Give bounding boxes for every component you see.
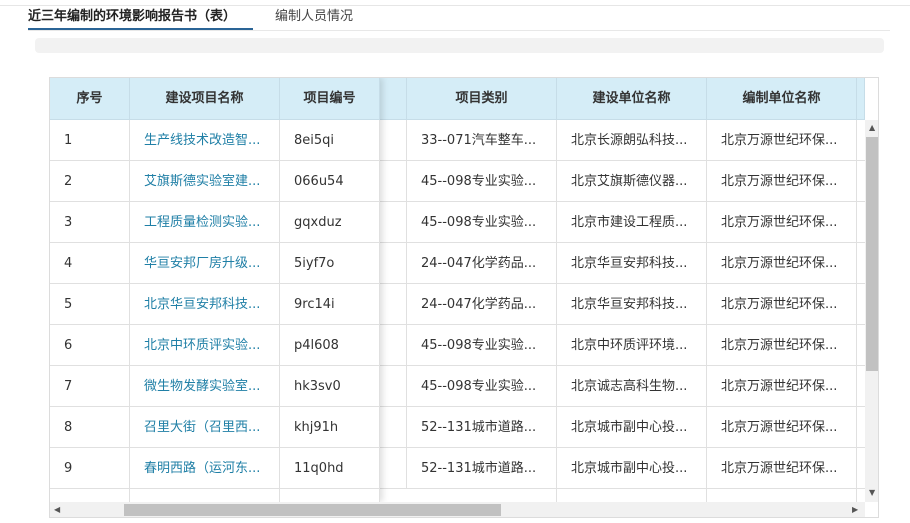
blank-cell (380, 366, 407, 407)
project-name-link[interactable]: 北京华亘安邦科技... (130, 284, 280, 325)
project-name-link[interactable]: 艾旗斯德实验室建... (130, 161, 280, 202)
cell-project-category: 52--131城市道路... (407, 407, 557, 448)
vertical-scrollbar[interactable]: ▲ ▼ (865, 120, 878, 502)
cell-compiler-name: 北京万源世纪环保... (707, 161, 857, 202)
project-name-link[interactable]: 工程质量检测实验... (130, 202, 280, 243)
column-header-project-name[interactable]: 建设项目名称 (130, 78, 280, 120)
column-header-project-code[interactable]: 项目编号 (280, 78, 380, 120)
header-cell-blank (380, 78, 407, 120)
cell-project-code: 9rc14i (280, 284, 380, 325)
blank-cell (380, 202, 407, 243)
tab-reports[interactable]: 近三年编制的环境影响报告书（表） (28, 8, 253, 30)
cell-builder-name: 北京诚志高科生物... (557, 366, 707, 407)
cell-index: 5 (50, 284, 130, 325)
cell-project-code: p4l608 (280, 325, 380, 366)
tab-bar: 近三年编制的环境影响报告书（表） 编制人员情况 (28, 6, 890, 31)
header-cell-partial (857, 78, 865, 120)
horizontal-scroll-thumb[interactable] (124, 504, 501, 516)
scroll-up-icon[interactable]: ▲ (869, 123, 876, 132)
cell-builder-name: 北京城市副中心投... (557, 407, 707, 448)
cell-project-category: 52--131城市道路... (407, 448, 557, 489)
cell-project-category: 24--047化学药品... (407, 243, 557, 284)
cell-builder-name: 北京华亘安邦科技... (557, 284, 707, 325)
cell-project-code: 066u54 (280, 161, 380, 202)
tab-staff[interactable]: 编制人员情况 (275, 9, 354, 24)
blank-cell (380, 325, 407, 366)
cell-index: 3 (50, 202, 130, 243)
cell-builder-name: 北京艾旗斯德仪器... (557, 161, 707, 202)
vertical-scroll-thumb[interactable] (866, 137, 878, 371)
blank-cell (380, 407, 407, 448)
cell-compiler-name: 北京万源世纪环保... (707, 202, 857, 243)
blank-cell (380, 120, 407, 161)
cell-project-code: khj91h (280, 407, 380, 448)
project-name-link[interactable]: 召里大街（召里西... (130, 407, 280, 448)
column-header-builder-name[interactable]: 建设单位名称 (557, 78, 707, 120)
cell-project-category: 24--047化学药品... (407, 284, 557, 325)
cell-builder-name: 北京华亘安邦科技... (557, 243, 707, 284)
blank-cell (380, 243, 407, 284)
cell-builder-name: 北京市建设工程质... (557, 202, 707, 243)
cell-index: 9 (50, 448, 130, 489)
reports-table: 序号 建设项目名称 项目编号 1 生产线技术改造智... 8ei5qi 2 艾旗斯德实验室建.… (49, 77, 879, 518)
project-name-link[interactable]: 春明西路（运河东... (130, 448, 280, 489)
project-name-link[interactable]: 北京中环质评实验... (130, 325, 280, 366)
cell-index: 2 (50, 161, 130, 202)
column-header-compiler-name[interactable]: 编制单位名称 (707, 78, 857, 120)
table-row-partial (130, 489, 280, 502)
project-name-link[interactable]: 生产线技术改造智... (130, 120, 280, 161)
scroll-right-icon[interactable]: ▶ (852, 505, 859, 514)
blank-cell (380, 448, 407, 489)
scroll-down-icon[interactable]: ▼ (869, 488, 876, 497)
cell-project-code: hk3sv0 (280, 366, 380, 407)
cell-compiler-name: 北京万源世纪环保... (707, 448, 857, 489)
cell-builder-name: 北京城市副中心投... (557, 448, 707, 489)
blank-cell (380, 284, 407, 325)
cell-project-code: 11q0hd (280, 448, 380, 489)
cell-compiler-name: 北京万源世纪环保... (707, 325, 857, 366)
cell-index: 1 (50, 120, 130, 161)
cell-builder-name: 北京中环质评环境... (557, 325, 707, 366)
cell-project-category: 45--098专业实验... (407, 202, 557, 243)
cell-index: 8 (50, 407, 130, 448)
cell-compiler-name: 北京万源世纪环保... (707, 407, 857, 448)
cell-project-category: 45--098专业实验... (407, 366, 557, 407)
cell-builder-name: 北京长源朗弘科技... (557, 120, 707, 161)
cell-compiler-name: 北京万源世纪环保... (707, 243, 857, 284)
column-header-index[interactable]: 序号 (50, 78, 130, 120)
scroll-left-icon[interactable]: ◀ (54, 505, 61, 514)
cell-compiler-name: 北京万源世纪环保... (707, 366, 857, 407)
cell-project-category: 45--098专业实验... (407, 161, 557, 202)
toolbar-placeholder (35, 38, 884, 53)
cell-project-code: 8ei5qi (280, 120, 380, 161)
horizontal-scrollbar[interactable]: ◀ ▶ (50, 502, 865, 517)
column-header-project-category[interactable]: 项目类别 (407, 78, 557, 120)
cell-index: 4 (50, 243, 130, 284)
top-divider (0, 5, 910, 6)
cell-project-code: 5iyf7o (280, 243, 380, 284)
fixed-columns: 序号 建设项目名称 项目编号 1 生产线技术改造智... 8ei5qi 2 艾旗斯德实验室建.… (50, 78, 380, 502)
cell-compiler-name: 北京万源世纪环保... (707, 120, 857, 161)
blank-cell (380, 161, 407, 202)
cell-index: 6 (50, 325, 130, 366)
cell-project-code: gqxduz (280, 202, 380, 243)
cell-project-category: 33--071汽车整车... (407, 120, 557, 161)
cell-compiler-name: 北京万源世纪环保... (707, 284, 857, 325)
cell-index: 7 (50, 366, 130, 407)
table-row-partial (280, 489, 380, 502)
table-row-partial (50, 489, 130, 502)
project-name-link[interactable]: 华亘安邦厂房升级... (130, 243, 280, 284)
project-name-link[interactable]: 微生物发酵实验室... (130, 366, 280, 407)
cell-project-category: 45--098专业实验... (407, 325, 557, 366)
